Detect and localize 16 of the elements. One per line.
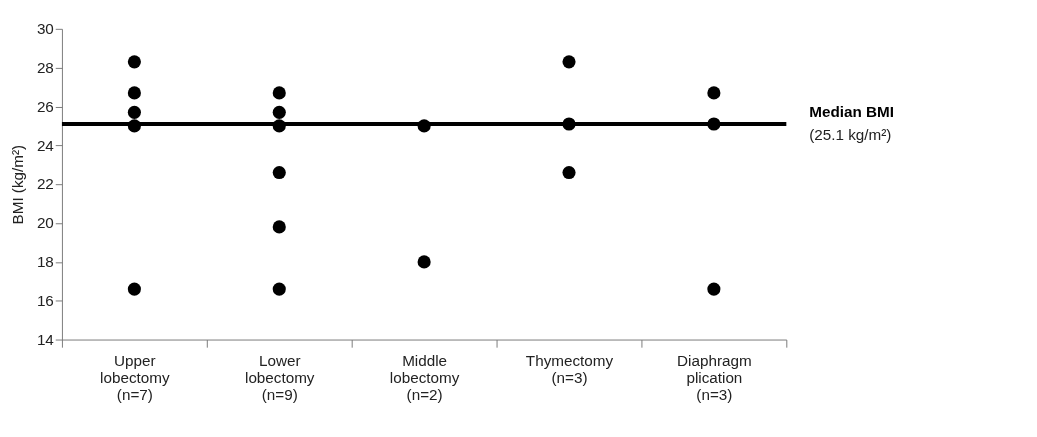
x-tick-label: Middle lobectomy (n=2) bbox=[389, 351, 460, 404]
y-tick-label: 20 bbox=[36, 214, 54, 232]
y-tick-label: 30 bbox=[36, 20, 54, 38]
x-tick-label: Lower lobectomy (n=9) bbox=[244, 351, 315, 404]
ref-line-label: Median BMI (25.1 kg/m²) bbox=[809, 103, 894, 144]
y-tick-label: 18 bbox=[36, 253, 54, 271]
y-tick-label: 14 bbox=[36, 330, 55, 348]
y-tick-label: 28 bbox=[36, 58, 54, 76]
x-tick-label: Upper lobectomy (n=7) bbox=[100, 351, 170, 404]
y-axis-title: BMI (kg/m²) bbox=[8, 144, 26, 225]
y-tick-label: 26 bbox=[36, 97, 54, 115]
y-tick-label: 22 bbox=[36, 175, 54, 193]
y-tick-label: 16 bbox=[36, 291, 54, 309]
x-tick-label: Diaphragm plication (n=3) bbox=[677, 351, 752, 404]
y-tick-label: 24 bbox=[36, 136, 55, 154]
x-tick-label: Thymectomy (n=3) bbox=[525, 351, 614, 386]
